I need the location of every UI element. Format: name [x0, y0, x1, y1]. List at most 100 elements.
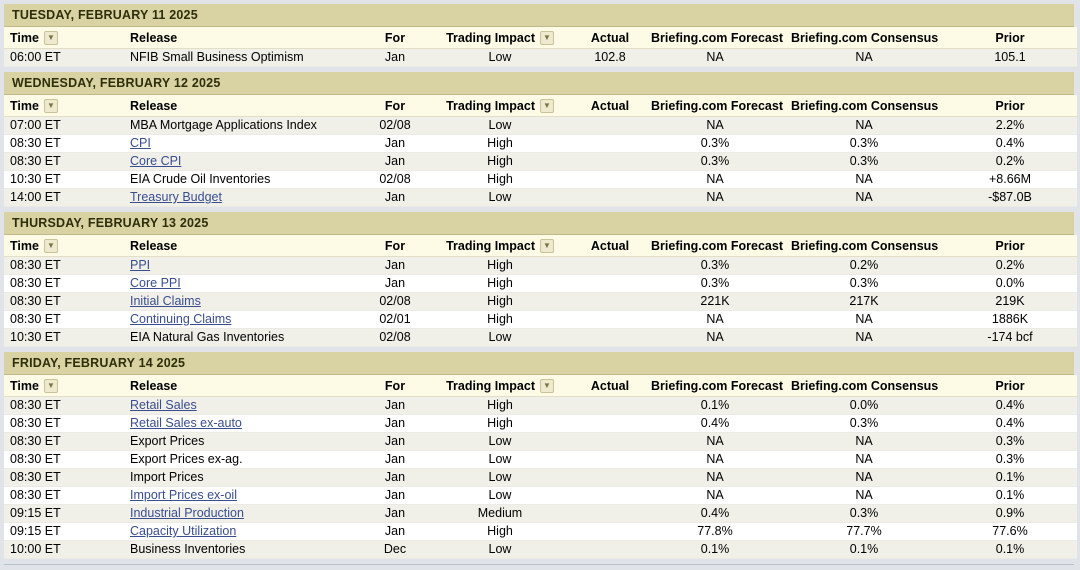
prior-cell: 0.4%: [943, 396, 1077, 415]
table-row: 10:30 ET EIA Crude Oil Inventories 02/08 Hi…: [4, 170, 1077, 189]
for-cell: 02/08: [365, 328, 425, 347]
release-link[interactable]: PPI: [130, 258, 151, 272]
impact-cell: High: [425, 274, 575, 293]
column-header-row: Time ▼ Release For Trading Impact ▼ Actual Brie…: [4, 27, 1077, 49]
col-header-label: Actual: [590, 99, 630, 113]
prior-cell: 77.6%: [943, 522, 1077, 541]
forecast-cell: NA: [645, 432, 785, 451]
col-header-impact[interactable]: Trading Impact ▼: [425, 95, 575, 117]
col-header-label: Release: [130, 239, 178, 253]
release-link[interactable]: Continuing Claims: [130, 312, 232, 326]
time-cell: 09:15 ET: [4, 522, 124, 541]
forecast-cell: 0.3%: [645, 256, 785, 275]
col-header-time[interactable]: Time ▼: [4, 27, 124, 49]
prior-cell: 0.1%: [943, 468, 1077, 487]
for-cell: 02/08: [365, 292, 425, 311]
forecast-cell: 0.3%: [645, 134, 785, 153]
col-header-release: Release: [124, 375, 365, 397]
col-header-time[interactable]: Time ▼: [4, 375, 124, 397]
col-header-forecast: Briefing.com Forecast: [645, 235, 785, 257]
release-link[interactable]: Industrial Production: [130, 506, 244, 520]
actual-cell: [575, 152, 645, 171]
impact-cell: High: [425, 152, 575, 171]
consensus-cell: 0.3%: [785, 414, 943, 433]
impact-cell: High: [425, 414, 575, 433]
release-link[interactable]: Core PPI: [130, 276, 181, 290]
release-cell: Export Prices: [124, 432, 365, 451]
prior-cell: 0.3%: [943, 450, 1077, 469]
release-cell: Industrial Production: [124, 504, 365, 523]
impact-sort-dropdown-icon[interactable]: ▼: [539, 379, 554, 393]
release-link[interactable]: CPI: [130, 136, 151, 150]
prior-cell: 0.4%: [943, 134, 1077, 153]
release-cell: Retail Sales: [124, 396, 365, 415]
release-link[interactable]: Retail Sales ex-auto: [130, 416, 242, 430]
impact-sort-dropdown-icon[interactable]: ▼: [539, 31, 554, 45]
impact-cell: High: [425, 396, 575, 415]
col-header-prior: Prior: [943, 27, 1077, 49]
forecast-cell: 0.3%: [645, 274, 785, 293]
release-cell: Retail Sales ex-auto: [124, 414, 365, 433]
col-header-label: Time: [10, 31, 39, 45]
time-cell: 08:30 ET: [4, 256, 124, 275]
consensus-cell: 0.1%: [785, 540, 943, 559]
col-header-time[interactable]: Time ▼: [4, 235, 124, 257]
column-header-row: Time ▼ Release For Trading Impact ▼ Actual Brie…: [4, 375, 1077, 397]
for-cell: Jan: [365, 396, 425, 415]
consensus-cell: 0.3%: [785, 152, 943, 171]
col-header-label: Time: [10, 99, 39, 113]
time-cell: 10:30 ET: [4, 328, 124, 347]
table-row: 08:30 ET Export Prices Jan Low NA NA 0.3%: [4, 432, 1077, 451]
prior-cell: 0.2%: [943, 152, 1077, 171]
impact-sort-dropdown-icon[interactable]: ▼: [539, 99, 554, 113]
for-cell: Jan: [365, 274, 425, 293]
release-link[interactable]: Import Prices ex-oil: [130, 488, 237, 502]
column-header-row: Time ▼ Release For Trading Impact ▼ Actual Brie…: [4, 95, 1077, 117]
release-link[interactable]: Core CPI: [130, 154, 182, 168]
release-link[interactable]: Treasury Budget: [130, 190, 222, 204]
col-header-impact[interactable]: Trading Impact ▼: [425, 27, 575, 49]
col-header-impact[interactable]: Trading Impact ▼: [425, 375, 575, 397]
time-sort-dropdown-icon[interactable]: ▼: [43, 99, 58, 113]
column-header-row: Time ▼ Release For Trading Impact ▼ Actual Brie…: [4, 235, 1077, 257]
time-sort-dropdown-icon[interactable]: ▼: [43, 31, 58, 45]
forecast-cell: 0.4%: [645, 504, 785, 523]
col-header-impact[interactable]: Trading Impact ▼: [425, 235, 575, 257]
prior-cell: 219K: [943, 292, 1077, 311]
release-cell: Continuing Claims: [124, 310, 365, 329]
for-cell: Jan: [365, 134, 425, 153]
time-cell: 08:30 ET: [4, 152, 124, 171]
time-cell: 06:00 ET: [4, 48, 124, 67]
col-header-time[interactable]: Time ▼: [4, 95, 124, 117]
for-cell: Dec: [365, 540, 425, 559]
table-row: 08:30 ET Import Prices ex-oil Jan Low NA NA 0.…: [4, 486, 1077, 505]
consensus-cell: NA: [785, 468, 943, 487]
col-header-label: Briefing.com Consensus: [791, 379, 939, 393]
release-link[interactable]: Retail Sales: [130, 398, 197, 412]
time-sort-dropdown-icon[interactable]: ▼: [43, 239, 58, 253]
for-cell: Jan: [365, 504, 425, 523]
release-link[interactable]: Capacity Utilization: [130, 524, 237, 538]
prior-cell: 1886K: [943, 310, 1077, 329]
forecast-cell: NA: [645, 170, 785, 189]
time-cell: 08:30 ET: [4, 450, 124, 469]
impact-cell: High: [425, 170, 575, 189]
table-row: 06:00 ET NFIB Small Business Optimism Jan L…: [4, 48, 1077, 67]
impact-cell: Low: [425, 450, 575, 469]
release-link[interactable]: Initial Claims: [130, 294, 201, 308]
time-cell: 08:30 ET: [4, 310, 124, 329]
for-cell: Jan: [365, 486, 425, 505]
impact-cell: Low: [425, 116, 575, 135]
time-sort-dropdown-icon[interactable]: ▼: [43, 379, 58, 393]
time-cell: 08:30 ET: [4, 396, 124, 415]
for-cell: 02/08: [365, 170, 425, 189]
impact-sort-dropdown-icon[interactable]: ▼: [539, 239, 554, 253]
forecast-cell: 77.8%: [645, 522, 785, 541]
actual-cell: [575, 328, 645, 347]
day-section: WEDNESDAY, FEBRUARY 12 2025 Time ▼ Release F…: [4, 72, 1077, 207]
col-header-actual: Actual: [575, 95, 645, 117]
actual-cell: [575, 540, 645, 559]
col-header-for: For: [365, 27, 425, 49]
